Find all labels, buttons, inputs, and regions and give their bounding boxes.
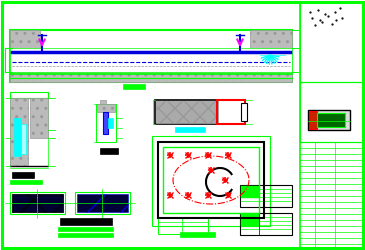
Bar <box>156 101 218 123</box>
Bar <box>10 48 292 72</box>
Bar <box>241 190 259 194</box>
Bar <box>250 30 292 48</box>
Bar <box>10 30 292 82</box>
Bar <box>10 180 42 184</box>
Bar <box>97 104 115 112</box>
Bar <box>241 214 259 218</box>
Bar <box>240 213 292 235</box>
Bar <box>58 227 113 231</box>
Bar <box>10 192 65 214</box>
Bar <box>12 194 63 212</box>
Bar <box>75 192 130 214</box>
Bar <box>155 100 245 124</box>
Bar <box>241 194 259 198</box>
Bar <box>217 100 245 124</box>
Bar <box>96 104 116 142</box>
Bar <box>12 194 63 212</box>
Bar <box>60 218 112 225</box>
Bar <box>180 232 215 237</box>
Bar <box>12 172 34 178</box>
Bar <box>241 186 259 190</box>
Bar <box>163 147 259 213</box>
Bar <box>10 98 28 166</box>
Bar <box>10 72 292 82</box>
Bar <box>10 30 40 48</box>
Bar <box>100 148 118 154</box>
Bar <box>58 233 113 237</box>
Bar <box>10 98 48 166</box>
Bar <box>241 218 259 222</box>
Bar <box>240 185 292 207</box>
Bar <box>152 136 270 226</box>
Bar <box>158 218 208 226</box>
Bar <box>103 112 108 134</box>
Bar <box>30 98 48 138</box>
Bar <box>300 82 363 142</box>
Bar <box>21 124 26 154</box>
Bar <box>241 222 259 226</box>
Bar <box>308 110 350 130</box>
Bar <box>309 111 317 129</box>
Bar <box>14 118 21 156</box>
Bar <box>108 118 113 128</box>
Bar <box>158 142 264 218</box>
Bar <box>77 194 128 212</box>
Bar <box>175 127 205 132</box>
Bar <box>158 226 208 234</box>
Bar <box>300 2 363 82</box>
Bar <box>123 84 145 89</box>
Bar <box>100 100 106 104</box>
Bar <box>317 113 345 127</box>
Bar <box>241 103 247 121</box>
Bar <box>10 92 48 98</box>
